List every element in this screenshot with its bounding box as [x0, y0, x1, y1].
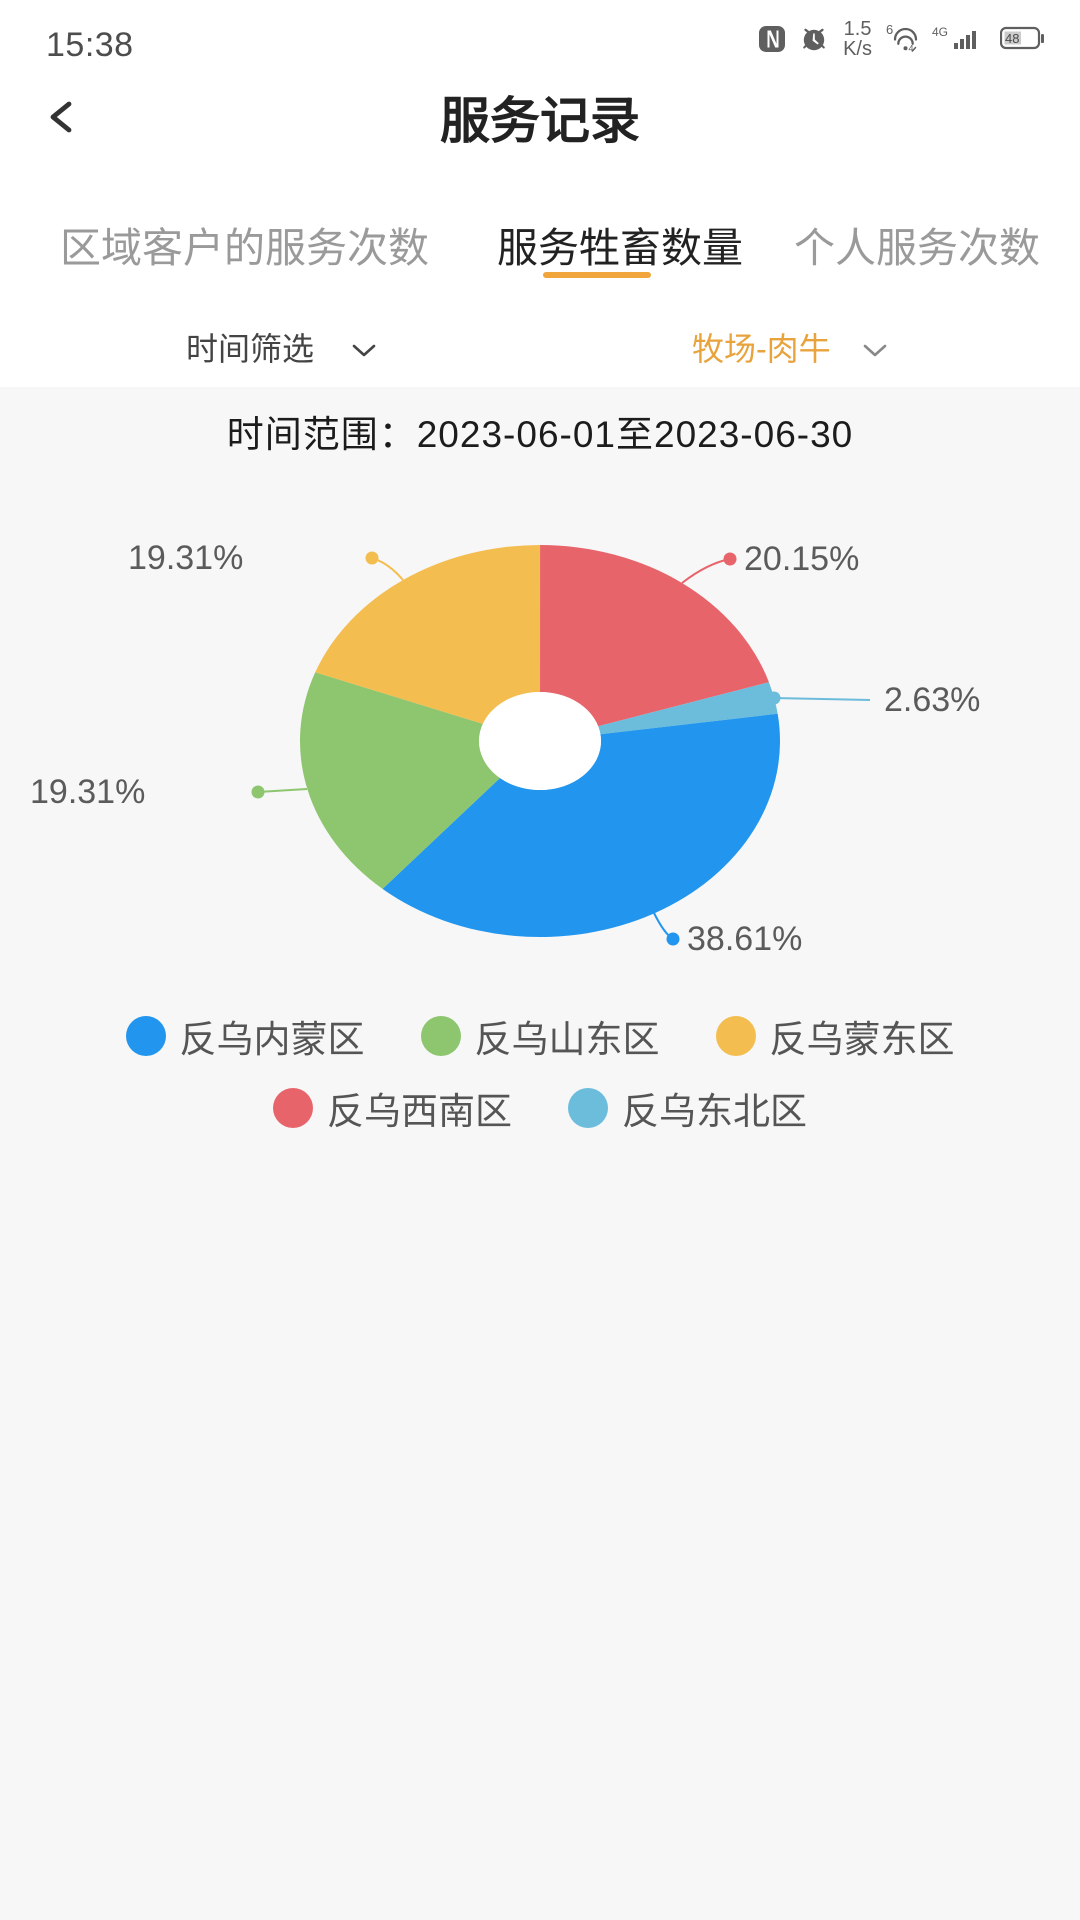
- svg-text:19.31%: 19.31%: [30, 773, 145, 811]
- svg-text:6: 6: [886, 24, 893, 37]
- svg-text:20.15%: 20.15%: [744, 540, 859, 578]
- svg-text:4: 4: [909, 43, 914, 53]
- svg-text:38.61%: 38.61%: [687, 920, 802, 958]
- svg-text:48: 48: [1005, 31, 1019, 46]
- svg-text:4G: 4G: [932, 25, 948, 39]
- svg-text:2.63%: 2.63%: [884, 681, 980, 719]
- svg-text:19.31%: 19.31%: [128, 539, 243, 577]
